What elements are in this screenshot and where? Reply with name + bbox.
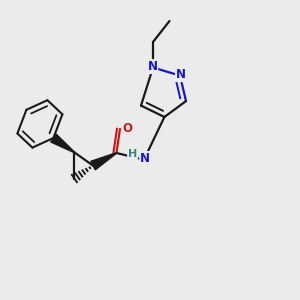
Polygon shape [91, 153, 116, 170]
Text: O: O [122, 122, 133, 135]
Text: N: N [176, 68, 186, 81]
Polygon shape [51, 134, 75, 153]
Text: N: N [147, 60, 158, 73]
Text: H: H [128, 148, 137, 159]
Text: N: N [140, 152, 150, 165]
